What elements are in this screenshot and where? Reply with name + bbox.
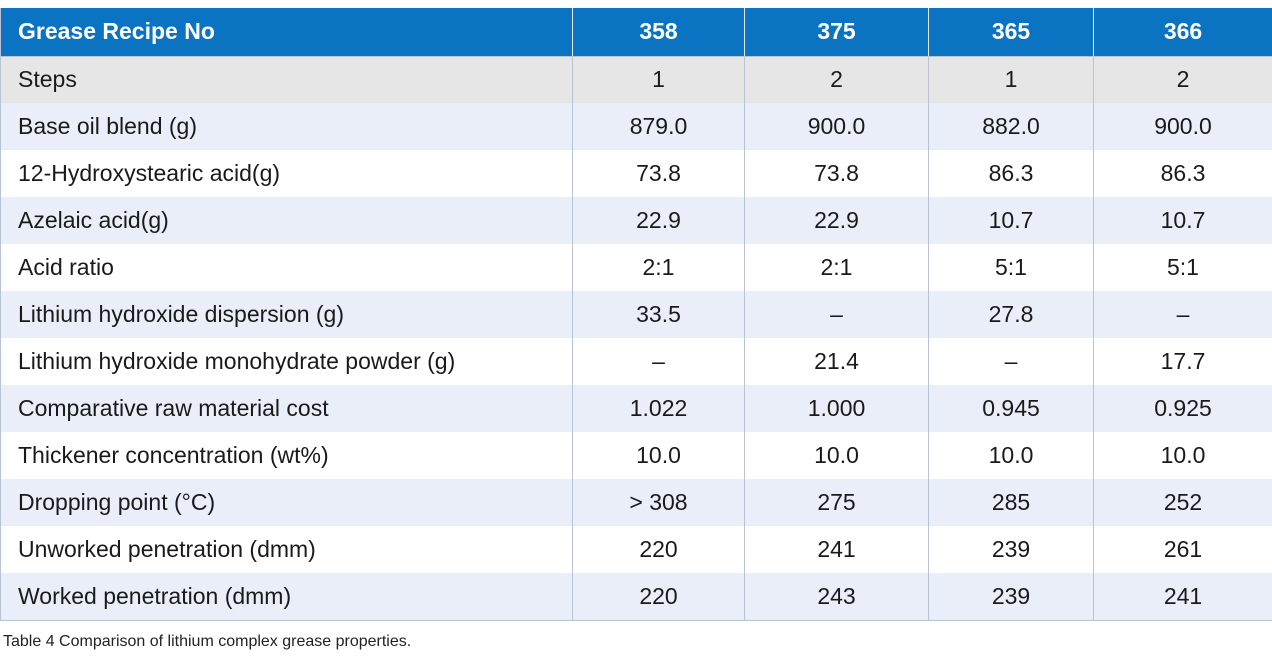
table-cell: 2 [744, 56, 929, 103]
table-cell: 275 [744, 479, 929, 526]
row-label: Lithium hydroxide dispersion (g) [0, 291, 573, 338]
row-label: Dropping point (°C) [0, 479, 573, 526]
table-cell: 1.022 [572, 385, 745, 432]
table-cell: 2:1 [744, 244, 929, 291]
table-row-worked-penetration: Worked penetration (dmm) 220 243 239 241 [0, 573, 1272, 621]
table-cell: 10.0 [1093, 432, 1272, 479]
row-label: Acid ratio [0, 244, 573, 291]
table-cell: 17.7 [1093, 338, 1272, 385]
table-row-steps: Steps 1 2 1 2 [0, 56, 1272, 103]
row-label: Thickener concentration (wt%) [0, 432, 573, 479]
table-cell: 2:1 [572, 244, 745, 291]
table-cell: 239 [928, 573, 1094, 621]
row-label: Lithium hydroxide monohydrate powder (g) [0, 338, 573, 385]
table-row-raw-material-cost: Comparative raw material cost 1.022 1.00… [0, 385, 1272, 432]
table-cell: – [572, 338, 745, 385]
table-cell: 220 [572, 526, 745, 573]
table-row-dropping-point: Dropping point (°C) > 308 275 285 252 [0, 479, 1272, 526]
header-row: Grease Recipe No 358 375 365 366 [0, 8, 1272, 57]
table-cell: 10.7 [928, 197, 1094, 244]
table-cell: 2 [1093, 56, 1272, 103]
table-cell: 1 [928, 56, 1094, 103]
table-cell: 243 [744, 573, 929, 621]
row-label: Base oil blend (g) [0, 103, 573, 150]
table-row-lithium-hydroxide-dispersion: Lithium hydroxide dispersion (g) 33.5 – … [0, 291, 1272, 338]
table-cell: – [744, 291, 929, 338]
table-cell: 86.3 [1093, 150, 1272, 197]
table-cell: 10.0 [928, 432, 1094, 479]
header-cell-recipe-label: Grease Recipe No [0, 8, 573, 57]
table-cell: 252 [1093, 479, 1272, 526]
table-cell: 261 [1093, 526, 1272, 573]
row-label: Steps [0, 56, 573, 103]
header-cell-358: 358 [572, 8, 745, 57]
table-row-azelaic-acid: Azelaic acid(g) 22.9 22.9 10.7 10.7 [0, 197, 1272, 244]
table-container: Grease Recipe No 358 375 365 366 Steps 1… [0, 8, 1272, 621]
row-label: Azelaic acid(g) [0, 197, 573, 244]
header-cell-375: 375 [744, 8, 929, 57]
table-cell: 241 [1093, 573, 1272, 621]
table-cell: 73.8 [572, 150, 745, 197]
table-cell: 10.0 [572, 432, 745, 479]
table-row-acid-ratio: Acid ratio 2:1 2:1 5:1 5:1 [0, 244, 1272, 291]
row-label: Comparative raw material cost [0, 385, 573, 432]
table-cell: – [928, 338, 1094, 385]
table-cell: 239 [928, 526, 1094, 573]
table-cell: 241 [744, 526, 929, 573]
row-label: 12-Hydroxystearic acid(g) [0, 150, 573, 197]
table-cell: 5:1 [1093, 244, 1272, 291]
table-cell: 10.7 [1093, 197, 1272, 244]
table-cell: 22.9 [744, 197, 929, 244]
table-cell: 27.8 [928, 291, 1094, 338]
table-cell: – [1093, 291, 1272, 338]
row-label: Worked penetration (dmm) [0, 573, 573, 621]
table-row-base-oil-blend: Base oil blend (g) 879.0 900.0 882.0 900… [0, 103, 1272, 150]
table-cell: 1 [572, 56, 745, 103]
table-cell: 33.5 [572, 291, 745, 338]
table-cell: 21.4 [744, 338, 929, 385]
header-cell-365: 365 [928, 8, 1094, 57]
table-cell: 0.945 [928, 385, 1094, 432]
table-cell: 5:1 [928, 244, 1094, 291]
table-row-thickener-concentration: Thickener concentration (wt%) 10.0 10.0 … [0, 432, 1272, 479]
table-cell: 10.0 [744, 432, 929, 479]
table-cell: > 308 [572, 479, 745, 526]
table-cell: 22.9 [572, 197, 745, 244]
table-cell: 285 [928, 479, 1094, 526]
table-cell: 86.3 [928, 150, 1094, 197]
table-cell: 0.925 [1093, 385, 1272, 432]
table-cell: 879.0 [572, 103, 745, 150]
table-cell: 220 [572, 573, 745, 621]
table-cell: 900.0 [1093, 103, 1272, 150]
table-row-unworked-penetration: Unworked penetration (dmm) 220 241 239 2… [0, 526, 1272, 573]
table-row-lithium-hydroxide-monohydrate: Lithium hydroxide monohydrate powder (g)… [0, 338, 1272, 385]
grease-properties-table: Grease Recipe No 358 375 365 366 Steps 1… [0, 8, 1272, 621]
table-cell: 900.0 [744, 103, 929, 150]
table-cell: 73.8 [744, 150, 929, 197]
header-cell-366: 366 [1093, 8, 1272, 57]
table-cell: 1.000 [744, 385, 929, 432]
table-caption: Table 4 Comparison of lithium complex gr… [3, 633, 412, 650]
table-cell: 882.0 [928, 103, 1094, 150]
table-row-hydroxystearic-acid: 12-Hydroxystearic acid(g) 73.8 73.8 86.3… [0, 150, 1272, 197]
row-label: Unworked penetration (dmm) [0, 526, 573, 573]
